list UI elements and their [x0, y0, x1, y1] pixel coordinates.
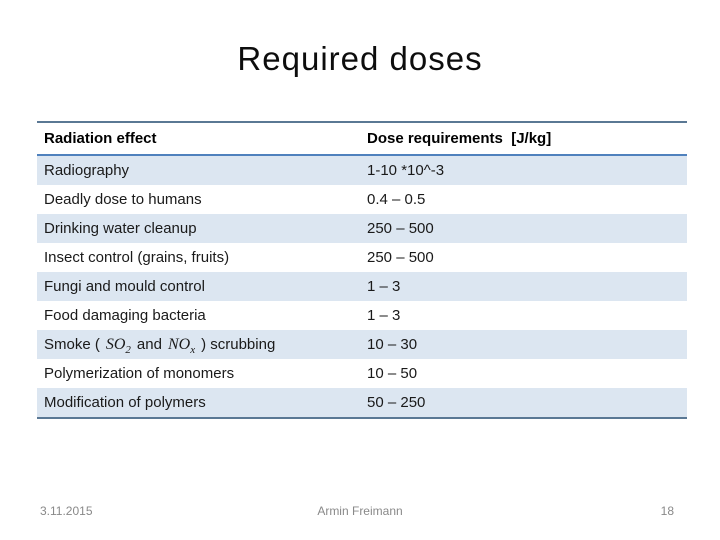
dose-cell: 1 – 3 — [367, 307, 401, 324]
effect-cell: Fungi and mould control — [44, 278, 205, 295]
dose-cell: 50 – 250 — [367, 394, 426, 411]
header-radiation-effect: Radiation effect — [44, 130, 157, 147]
table-row: Deadly dose to humans 0.4 – 0.5 — [37, 185, 687, 214]
slide-title: Required doses — [237, 40, 483, 77]
dose-table: Radiation effect Dose requirements [J/kg… — [37, 121, 687, 419]
effect-cell: Insect control (grains, fruits) — [44, 249, 230, 266]
dose-cell: 0.4 – 0.5 — [367, 191, 426, 208]
effect-cell: Radiography — [44, 162, 130, 179]
dose-cell: 10 – 50 — [367, 365, 418, 382]
effect-cell: Food damaging bacteria — [44, 307, 206, 324]
dose-cell: 250 – 500 — [367, 220, 434, 237]
table-rows: Radiography 1-10 *10^-3 Deadly dose to hum… — [37, 156, 687, 417]
math-formula: NOx — [167, 335, 196, 356]
dose-cell: 1-10 *10^-3 — [367, 162, 445, 179]
effect-cell: Modification of polymers — [44, 394, 206, 411]
table-row: Insect control (grains, fruits) 250 – 500 — [37, 243, 687, 272]
footer-page-number: 18 — [660, 504, 674, 518]
table-row: Modification of polymers 50 – 250 — [37, 388, 687, 417]
footer-date: 3.11.2015 — [40, 504, 93, 518]
effect-cell: Drinking water cleanup — [44, 220, 197, 237]
effect-cell: Smoke (SO2 and NOx) scrubbing — [44, 335, 276, 356]
effect-cell: Deadly dose to humans — [44, 191, 202, 208]
table-header-row: Radiation effect Dose requirements [J/kg… — [37, 123, 687, 156]
math-formula: SO2 — [105, 335, 131, 356]
table-row: Food damaging bacteria 1 – 3 — [37, 301, 687, 330]
dose-cell: 1 – 3 — [367, 278, 401, 295]
header-dose-requirements: Dose requirements [J/kg] — [367, 130, 552, 147]
table-row: Smoke (SO2 and NOx) scrubbing 10 – 30 — [37, 330, 687, 359]
dose-cell: 10 – 30 — [367, 336, 418, 353]
table-row: Fungi and mould control 1 – 3 — [37, 272, 687, 301]
effect-cell: Polymerization of monomers — [44, 365, 235, 382]
table-row: Polymerization of monomers 10 – 50 — [37, 359, 687, 388]
footer-author: Armin Freimann — [317, 504, 403, 518]
dose-cell: 250 – 500 — [367, 249, 434, 266]
table-row: Radiography 1-10 *10^-3 — [37, 156, 687, 185]
table-row: Drinking water cleanup 250 – 500 — [37, 214, 687, 243]
